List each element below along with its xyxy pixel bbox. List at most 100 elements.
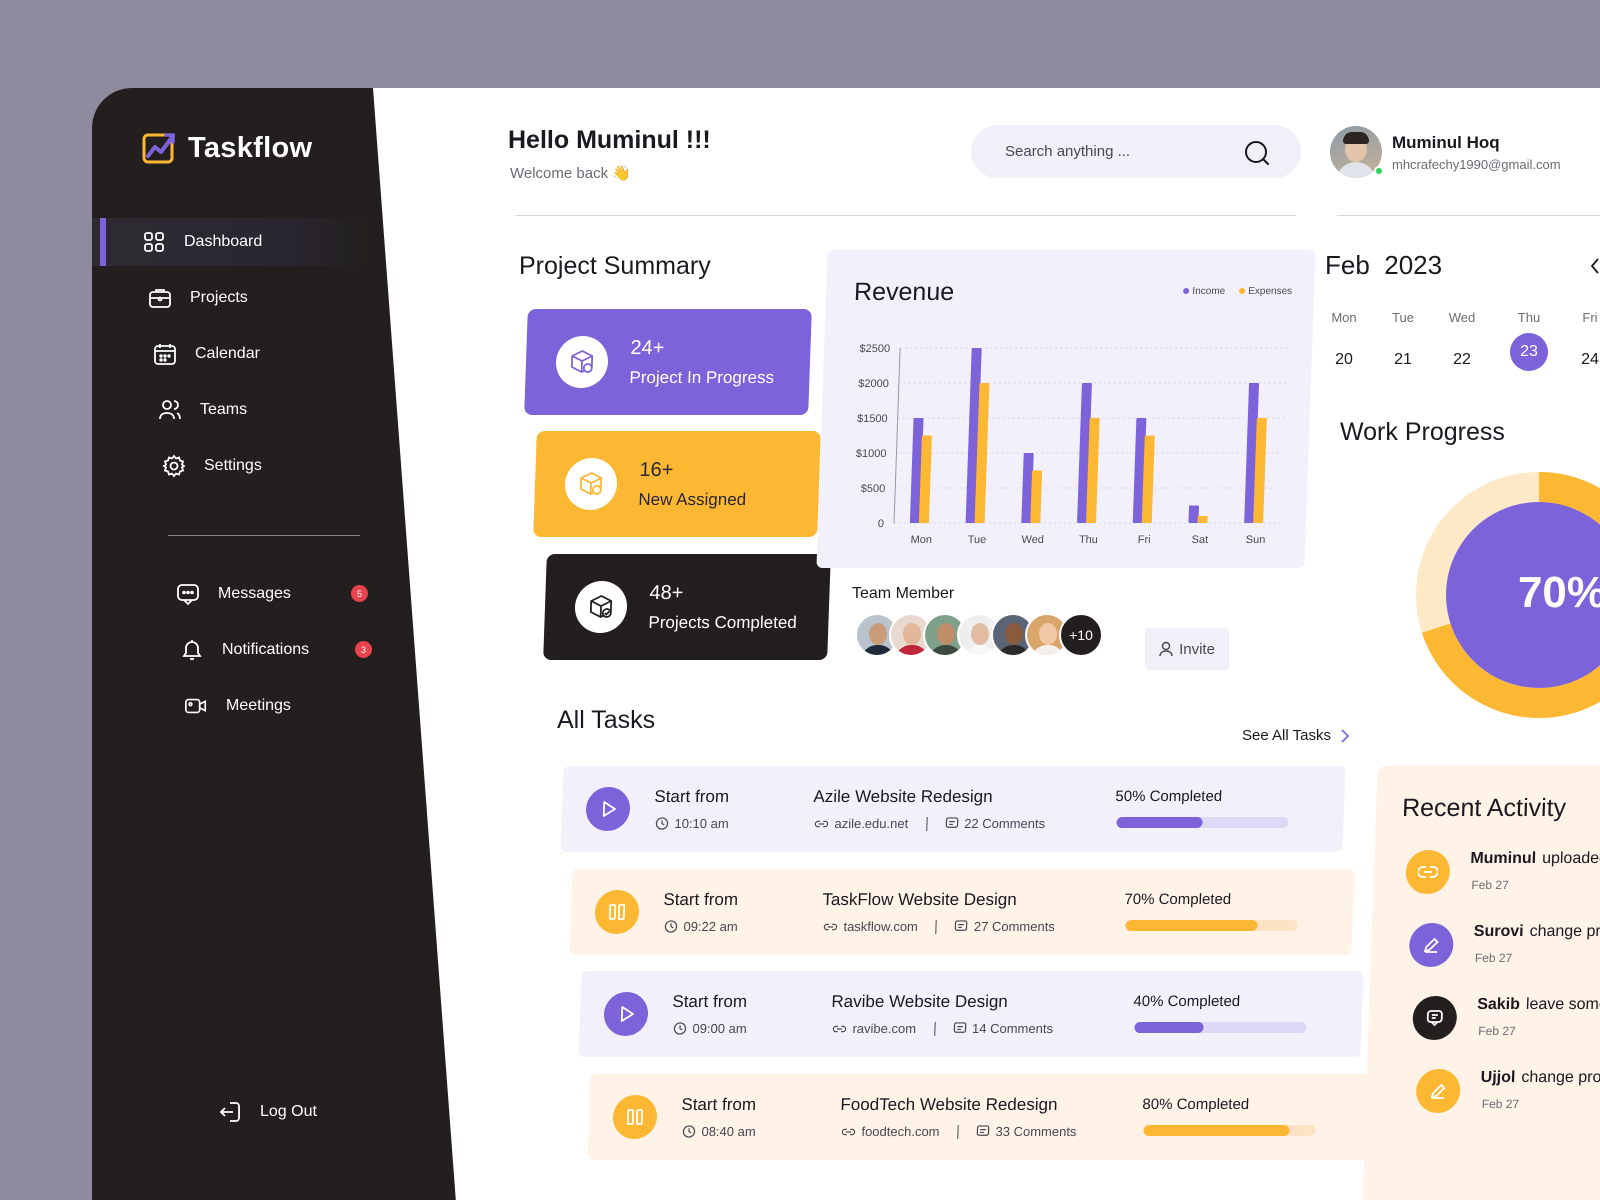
comment-icon xyxy=(1412,996,1458,1040)
nav-item-messages[interactable]: Messages 5 xyxy=(92,570,372,618)
calendar-title: Feb 2023 xyxy=(1325,250,1442,281)
calendar-day[interactable]: Wed 22 xyxy=(1442,310,1482,379)
brand-name: Taskflow xyxy=(188,131,313,164)
bar-income-tue[interactable] xyxy=(965,348,982,523)
task-comments[interactable]: 14 Comments xyxy=(971,1021,1054,1036)
task-link[interactable]: foodtech.com xyxy=(861,1124,940,1139)
calendar-day[interactable]: Fri 24 xyxy=(1570,310,1600,379)
task-row[interactable]: Start from 08:40 am FoodTech Website Redes… xyxy=(587,1074,1373,1160)
calendar-day[interactable]: Thu 23 xyxy=(1509,310,1549,371)
logout-button[interactable]: Log Out xyxy=(92,1088,317,1136)
task-link[interactable]: azile.edu.net xyxy=(834,816,909,831)
donut-progress-arc xyxy=(1416,472,1600,718)
search-bar[interactable] xyxy=(971,125,1301,178)
nav-label: Calendar xyxy=(195,345,260,362)
summary-card-in-progress[interactable]: 24+ Project In Progress xyxy=(524,309,812,415)
team-more[interactable]: +10 xyxy=(1059,613,1103,657)
nav-label: Messages xyxy=(218,585,291,602)
legend-income: Income xyxy=(1183,286,1225,297)
team-avatar[interactable] xyxy=(991,613,1035,657)
summary-card-new-assigned[interactable]: 16+ New Assigned xyxy=(533,431,821,537)
edit-icon xyxy=(1408,923,1455,967)
search-input[interactable] xyxy=(1005,143,1225,160)
clock-icon xyxy=(673,1022,687,1035)
task-meta: foodtech.com 33 Comments xyxy=(841,1124,1077,1139)
bar-expenses-sat[interactable] xyxy=(1197,516,1208,523)
nav-item-meetings[interactable]: Meetings xyxy=(92,682,372,730)
bar-income-sat[interactable] xyxy=(1188,505,1200,524)
logout-label: Log Out xyxy=(260,1103,317,1120)
nav-label: Dashboard xyxy=(184,233,263,250)
day-name: Wed xyxy=(1448,310,1476,325)
summary-label: New Assigned xyxy=(638,489,747,509)
task-row[interactable]: Start from 10:10 am Azile Website Redesign… xyxy=(560,766,1346,852)
activity-action: leave some comme xyxy=(1525,996,1600,1013)
team-member-title: Team Member xyxy=(852,585,955,602)
app-window: Taskflow Dashboard Projects C xyxy=(92,88,1600,1200)
nav-item-notifications[interactable]: Notifications 3 xyxy=(92,626,372,674)
nav-label: Projects xyxy=(190,289,248,306)
nav-item-dashboard[interactable]: Dashboard xyxy=(92,218,372,266)
all-tasks-title: All Tasks xyxy=(557,706,656,734)
x-tick-label: Fri xyxy=(1138,534,1151,546)
summary-card-completed[interactable]: 48+ Projects Completed xyxy=(543,554,831,660)
bar-expenses-sun[interactable] xyxy=(1253,418,1267,523)
bar-income-wed[interactable] xyxy=(1021,453,1034,523)
comment-icon xyxy=(955,920,968,931)
activity-user: Surovi xyxy=(1473,923,1524,940)
play-button[interactable] xyxy=(603,992,649,1036)
nav-item-teams[interactable]: Teams xyxy=(92,386,372,434)
online-status-dot xyxy=(1374,166,1384,176)
user-add-icon xyxy=(1159,641,1173,657)
see-all-tasks-link[interactable]: See All Tasks xyxy=(1242,727,1349,744)
invite-button[interactable]: Invite xyxy=(1145,628,1229,670)
x-tick-label: Thu xyxy=(1079,534,1098,546)
search-icon[interactable] xyxy=(1243,139,1271,172)
day-date: 24 xyxy=(1581,351,1599,368)
pause-button[interactable] xyxy=(612,1095,658,1139)
task-link[interactable]: taskflow.com xyxy=(843,919,919,934)
bell-icon xyxy=(180,638,204,662)
calendar-year: 2023 xyxy=(1384,250,1443,280)
activity-date: Feb 27 xyxy=(1481,1097,1520,1111)
comment-icon xyxy=(953,1022,966,1033)
task-comments[interactable]: 22 Comments xyxy=(963,816,1046,831)
summary-number: 48+ xyxy=(649,581,684,604)
calendar-day[interactable]: Mon 20 xyxy=(1324,310,1364,379)
nav-item-calendar[interactable]: Calendar xyxy=(92,330,372,378)
nav-item-projects[interactable]: Projects xyxy=(92,274,372,322)
task-comments[interactable]: 33 Comments xyxy=(995,1124,1077,1139)
task-progress-label: 70% Completed xyxy=(1124,891,1232,908)
task-name: Azile Website Redesign xyxy=(813,787,994,806)
user-profile[interactable]: Muminul Hoq mhcrafechy1990@gmail.com xyxy=(1330,126,1561,178)
task-start-label: Start from xyxy=(663,890,739,909)
bar-expenses-wed[interactable] xyxy=(1030,470,1043,524)
task-time: 09:00 am xyxy=(673,1021,747,1036)
task-row[interactable]: Start from 09:22 am TaskFlow Website Desig… xyxy=(569,869,1355,955)
task-link[interactable]: ravibe.com xyxy=(852,1021,917,1036)
calendar-icon xyxy=(153,342,177,366)
bar-expenses-mon[interactable] xyxy=(918,435,932,524)
nav-item-settings[interactable]: Settings xyxy=(92,442,372,490)
legend-expenses: Expenses xyxy=(1239,286,1292,297)
bar-expenses-thu[interactable] xyxy=(1086,418,1100,523)
task-row[interactable]: Start from 09:00 am Ravibe Website Design r… xyxy=(578,971,1364,1057)
nav-label: Notifications xyxy=(222,641,310,658)
calendar-day[interactable]: Tue 21 xyxy=(1383,310,1423,379)
task-comments[interactable]: 27 Comments xyxy=(973,919,1056,934)
bar-expenses-tue[interactable] xyxy=(974,383,990,523)
brand[interactable]: Taskflow xyxy=(140,130,312,166)
pause-button[interactable] xyxy=(594,890,640,934)
task-progress-fill xyxy=(1125,920,1259,931)
play-button[interactable] xyxy=(585,787,631,831)
chart-title: Revenue xyxy=(853,278,955,306)
bar-expenses-fri[interactable] xyxy=(1141,435,1155,524)
task-time: 09:22 am xyxy=(664,919,738,934)
y-tick-label: $1500 xyxy=(857,413,888,425)
day-date: 21 xyxy=(1394,351,1412,368)
x-tick-label: Wed xyxy=(1021,534,1044,546)
team-avatars[interactable]: +10 xyxy=(855,613,1103,657)
calendar-prev-button[interactable] xyxy=(1590,258,1600,279)
box-icon xyxy=(555,336,609,388)
link-icon xyxy=(832,1025,847,1032)
